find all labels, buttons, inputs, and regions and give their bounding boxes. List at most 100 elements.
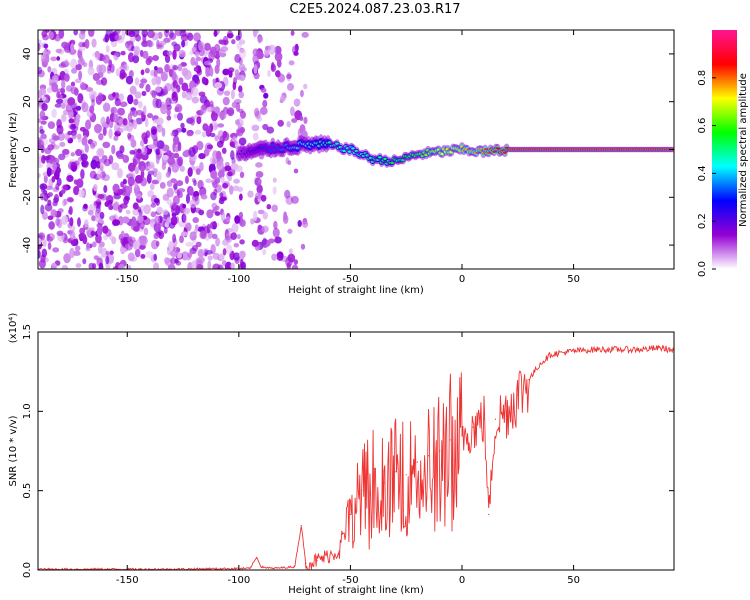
noise-speckle: [51, 108, 57, 118]
noise-speckle: [52, 197, 59, 204]
noise-speckle: [193, 66, 199, 72]
noise-speckle: [252, 132, 259, 141]
x-tick-label: -150: [116, 274, 139, 285]
snr-point: [260, 566, 262, 568]
noise-speckle: [191, 46, 197, 53]
noise-speckle: [140, 111, 145, 120]
noise-speckle: [40, 120, 47, 125]
noise-speckle: [111, 236, 117, 245]
noise-speckle: [213, 30, 218, 37]
snr-point: [550, 353, 552, 355]
noise-speckle: [174, 106, 179, 113]
noise-speckle: [255, 162, 263, 168]
noise-speckle: [83, 160, 89, 168]
noise-speckle: [191, 96, 199, 104]
noise-speckle: [116, 127, 124, 134]
noise-speckle: [129, 85, 137, 95]
noise-speckle: [164, 54, 171, 64]
noise-speckle: [41, 96, 47, 101]
noise-speckle: [194, 207, 202, 213]
y-tick-label: 0.5: [22, 483, 33, 499]
noise-speckle: [62, 61, 70, 67]
noise-speckle: [266, 126, 275, 134]
noise-speckle: [271, 204, 278, 213]
noise-speckle: [105, 45, 110, 53]
noise-speckle: [38, 249, 41, 259]
noise-speckle: [147, 170, 155, 176]
noise-speckle: [90, 159, 98, 170]
noise-speckle: [91, 38, 97, 48]
noise-speckle: [239, 219, 246, 227]
noise-speckle: [68, 118, 75, 124]
noise-speckle: [276, 251, 284, 262]
noise-speckle: [97, 194, 105, 199]
noise-speckle: [78, 232, 87, 240]
noise-speckle: [199, 95, 208, 104]
noise-speckle: [238, 91, 245, 99]
noise-speckle: [127, 176, 135, 187]
noise-speckle: [38, 173, 41, 178]
noise-speckle: [170, 257, 177, 265]
noise-speckle: [238, 137, 247, 146]
noise-speckle: [218, 39, 224, 45]
noise-speckle: [205, 125, 212, 136]
noise-speckle: [205, 66, 210, 77]
snr-point: [372, 474, 374, 476]
snr-y-ticks: 0.0 0.5 1.0 1.5: [22, 324, 674, 578]
noise-speckle: [71, 165, 77, 172]
noise-speckle: [173, 152, 180, 159]
noise-speckle: [257, 179, 262, 184]
noise-speckle: [187, 252, 193, 258]
noise-speckle: [230, 262, 235, 269]
noise-speckle: [183, 207, 191, 215]
noise-speckle: [226, 107, 235, 117]
noise-speckle: [69, 247, 75, 259]
noise-speckle: [181, 67, 189, 77]
noise-speckle: [55, 183, 60, 191]
noise-speckle: [176, 252, 182, 259]
noise-speckle: [182, 213, 187, 224]
noise-speckle: [117, 188, 124, 195]
noise-speckle: [237, 186, 244, 193]
noise-speckle: [110, 106, 118, 115]
noise-speckle: [151, 90, 157, 99]
noise-speckle: [120, 50, 126, 56]
noise-speckle: [155, 148, 161, 156]
noise-speckle: [105, 265, 111, 269]
noise-speckle: [165, 171, 171, 178]
noise-speckle: [160, 104, 168, 115]
noise-speckle: [102, 141, 111, 149]
noise-speckle: [41, 154, 46, 164]
noise-speckle: [61, 215, 69, 225]
noise-speckle: [293, 168, 299, 174]
snr-point: [300, 524, 302, 527]
colorbar-tick-label: 0.6: [697, 118, 708, 134]
noise-speckle: [132, 240, 140, 250]
noise-speckle: [291, 118, 298, 123]
noise-speckle: [117, 204, 123, 213]
noise-speckle: [220, 176, 225, 184]
x-tick-label: -100: [227, 274, 250, 285]
noise-speckle: [217, 169, 225, 179]
noise-speckle: [145, 84, 151, 93]
noise-speckle: [73, 185, 80, 196]
noise-speckle: [200, 108, 204, 116]
noise-speckle: [177, 191, 183, 199]
noise-speckle: [175, 260, 182, 266]
noise-speckle: [262, 123, 269, 131]
noise-speckle: [256, 184, 263, 194]
noise-speckle: [201, 76, 207, 85]
noise-speckle: [145, 57, 152, 66]
noise-speckle: [288, 248, 293, 254]
noise-speckle: [145, 251, 154, 259]
noise-speckle: [103, 185, 108, 193]
noise-speckle: [257, 224, 262, 230]
noise-speckle: [172, 79, 178, 89]
spectrogram-x-axis-label: Height of straight line (km): [288, 285, 424, 296]
noise-speckle: [166, 108, 171, 117]
noise-speckle: [155, 98, 162, 109]
noise-speckle: [210, 170, 218, 179]
noise-speckle: [272, 177, 277, 183]
noise-speckle: [70, 42, 75, 53]
noise-speckle: [221, 259, 227, 266]
